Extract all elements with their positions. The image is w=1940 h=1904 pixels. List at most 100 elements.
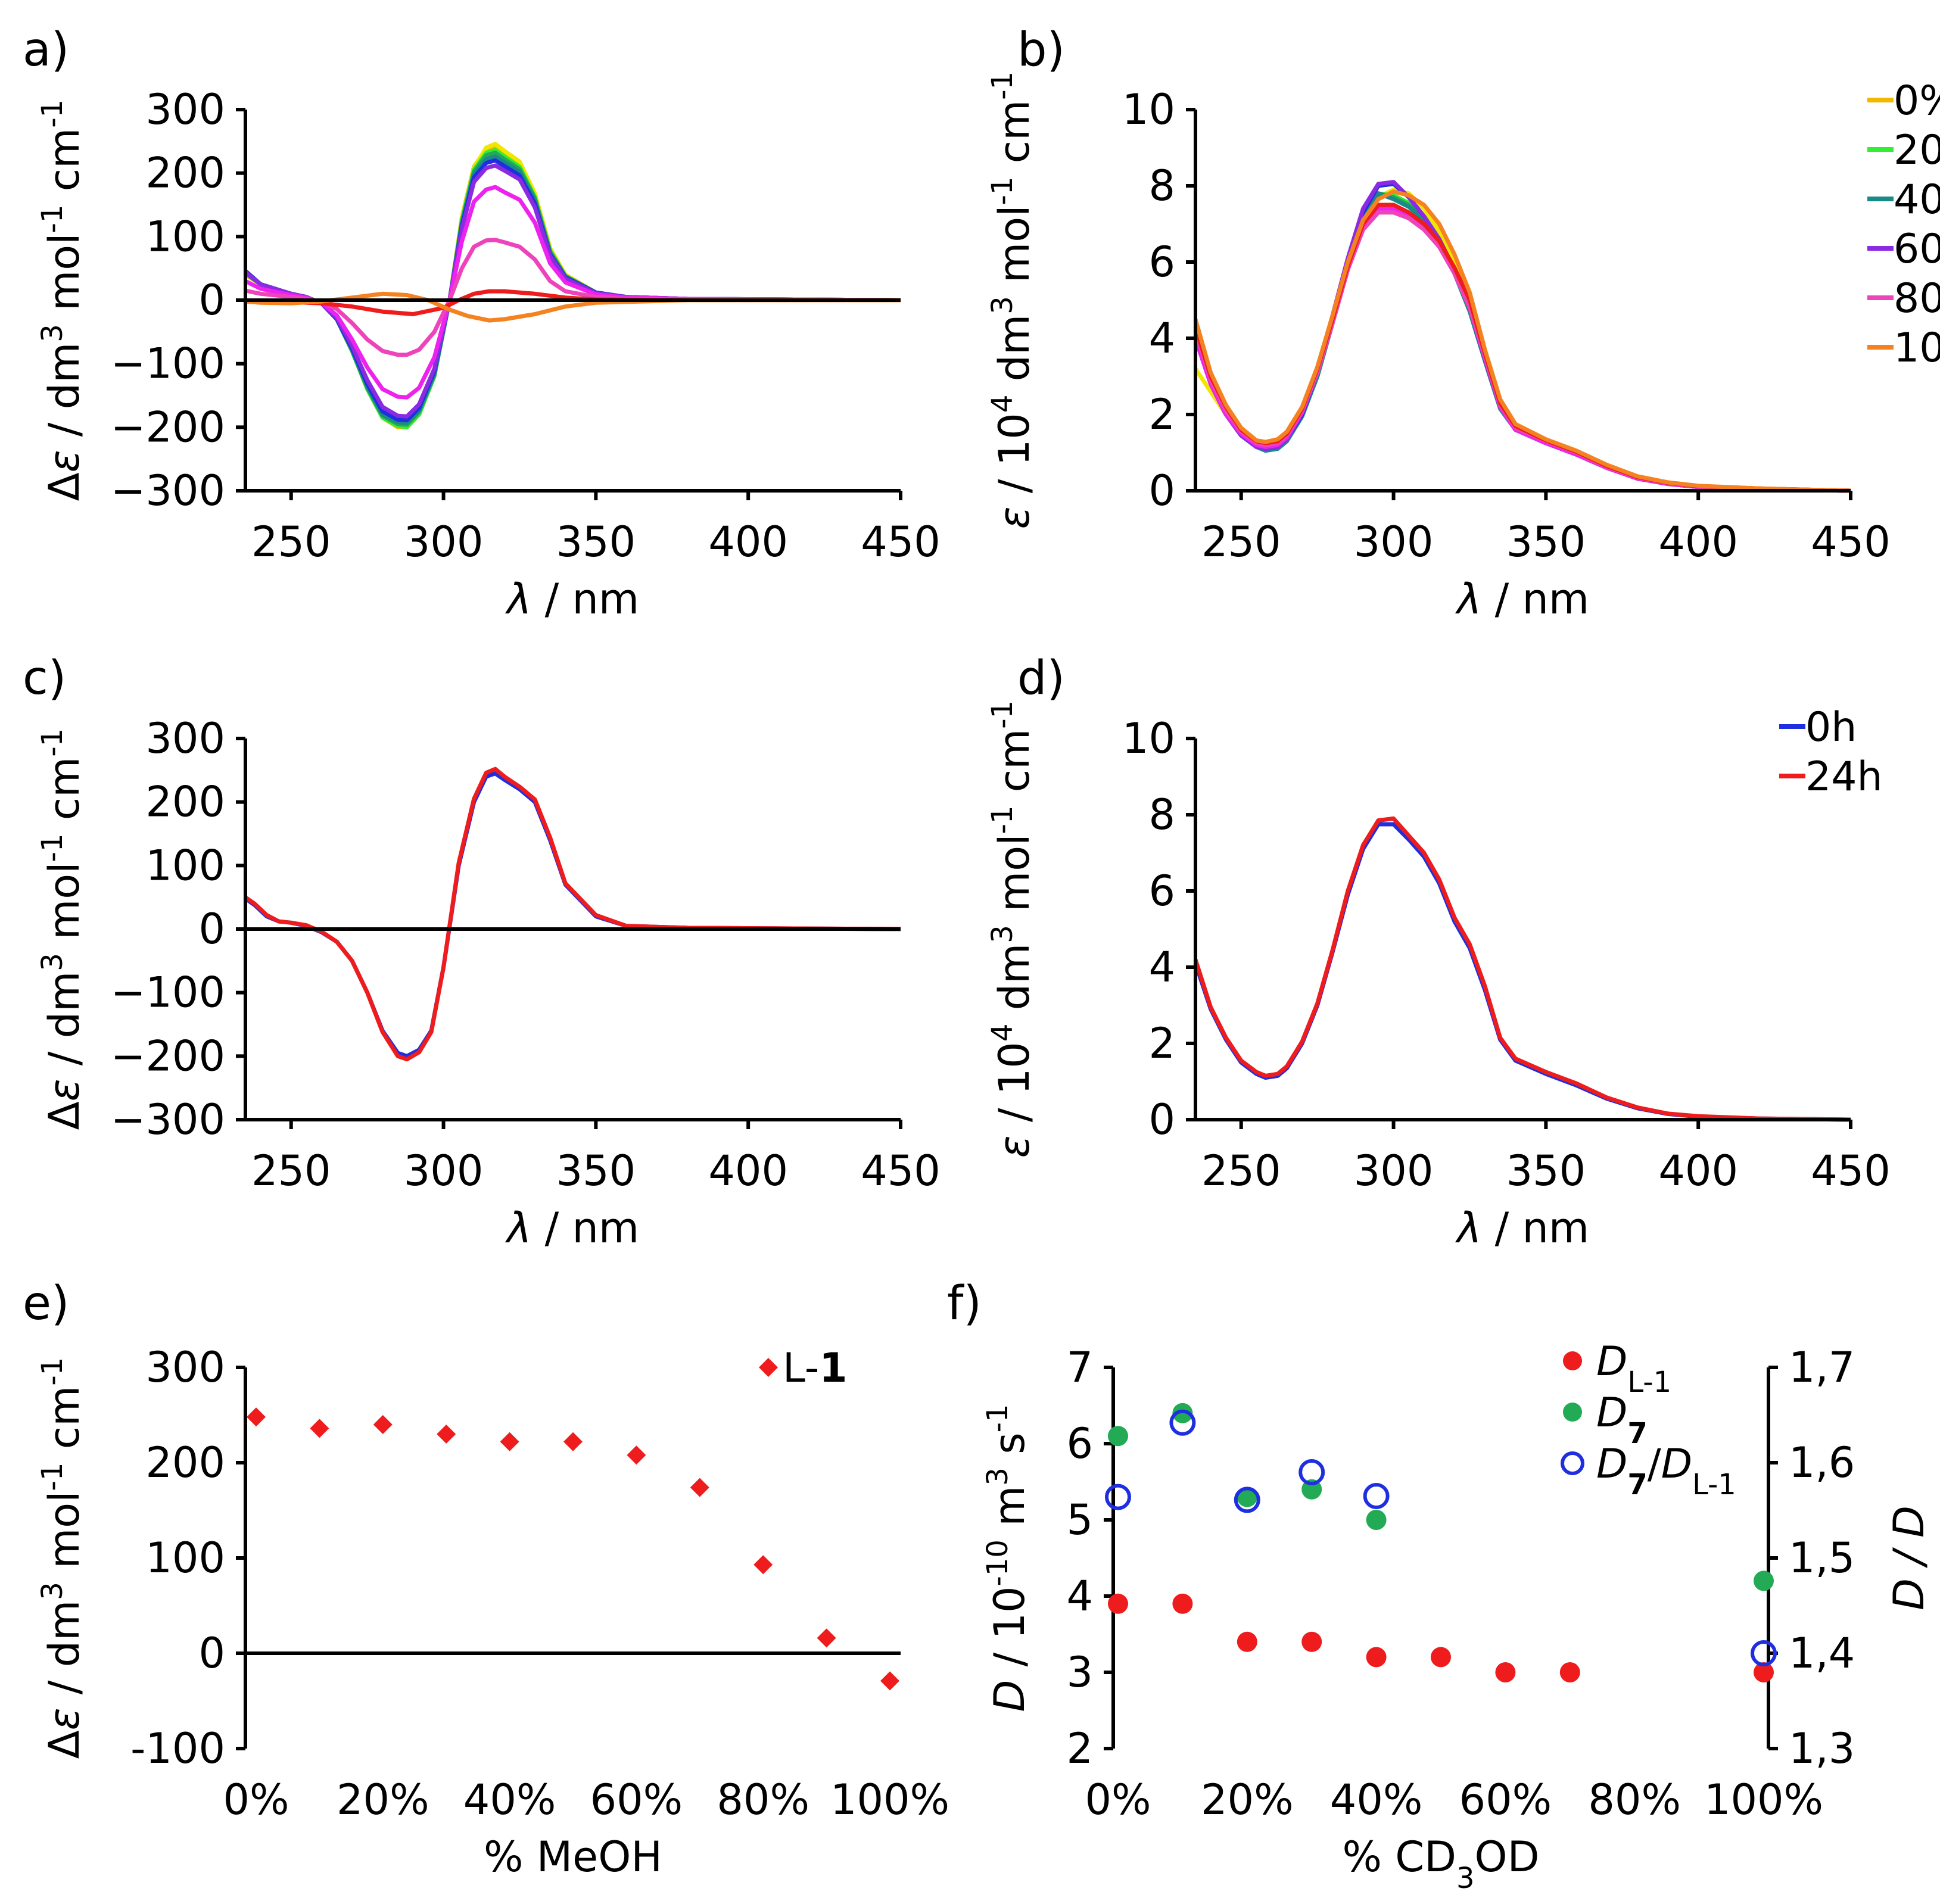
text-span: / nm [531,1204,639,1252]
data-point-D_7 [1366,1510,1387,1530]
text-span: ε [990,506,1039,529]
y-axis-label: ε / 104 dm3 mol-1 cm-1 [986,700,1039,1158]
text-span: λ [1455,1204,1481,1252]
y-axis-label: Δε / dm3 mol-1 cm-1 [36,1357,89,1759]
y-tick-label: 200 [145,778,225,827]
y2-tick-label: 1,4 [1789,1629,1855,1678]
text-span: -1 [986,700,1019,729]
y-tick-label: 4 [1066,1572,1093,1621]
text-span: cm [40,757,89,834]
legend-label: 20% [1894,127,1940,174]
y-axis-label: Δε / dm3 mol-1 cm-1 [36,99,89,501]
x-tick-label: 100% [830,1775,949,1824]
text-span: 4 [986,1024,1019,1042]
series-line-0h [1193,822,1851,1122]
data-point-diamond [753,1555,773,1575]
x-tick-label: 80% [717,1775,809,1824]
y-tick-label: 4 [1148,943,1175,992]
data-point-D_L-1 [1754,1662,1774,1682]
text-span: ε [40,1079,89,1101]
x-tick-label: 450 [1811,518,1891,566]
text-span: 3 [986,296,1019,314]
series-line-80% [1193,210,1851,493]
data-point-diamond [500,1432,519,1451]
x-tick-label: 250 [251,1146,331,1195]
x-tick-label: 80% [1588,1775,1681,1824]
text-span: / nm [1481,575,1589,624]
x-axis-label: % CD3OD [1342,1833,1539,1895]
x-tick-label: 40% [463,1775,556,1824]
x-tick-label: 20% [1201,1775,1294,1824]
x-tick-label: 0% [1085,1775,1151,1824]
data-point-D_7 [1108,1426,1128,1447]
series-line-30% [1193,191,1851,493]
x-tick-label: 300 [404,1146,484,1195]
y-tick-label: -100 [130,1724,225,1773]
data-point-D_7 [1754,1570,1774,1591]
legend-label: DL-1 [1596,1338,1671,1399]
series-line-100% [245,291,901,323]
text-span: mol [40,862,89,953]
x-tick-label: 60% [1459,1775,1552,1824]
text-span: cm [990,100,1039,177]
text-span: -1 [36,205,69,233]
y-tick-label: 6 [1148,238,1175,286]
text-span: -1 [36,728,69,757]
text-span: cm [40,1386,89,1463]
y2-tick-label: 1,6 [1789,1438,1855,1487]
x-tick-label: 400 [708,518,788,566]
y-tick-label: 300 [145,714,225,763]
x-tick-label: 350 [1506,1146,1586,1195]
series-line-0% [1193,187,1851,493]
text-span: L-1 [1627,1366,1671,1399]
text-span: 1 [819,1345,847,1392]
y-tick-label: 300 [145,85,225,134]
panel-label-c: c) [23,652,66,705]
x-tick-label: 100% [1704,1775,1823,1824]
panel-c-cd-stability: 300 200 100 0 −100 −200 −300 250 300 350 400 450 λ /… [36,714,941,1252]
series-line-50% [244,158,901,423]
text-span: -10 [981,1540,1014,1586]
x-tick-label: 450 [861,518,941,566]
text-span: mol [990,834,1039,925]
y-tick-label: −200 [111,403,225,451]
data-point-diamond [817,1628,836,1648]
text-span: 3 [36,953,69,971]
series-line-60% [1193,180,1851,493]
y-tick-label: 0 [198,276,225,325]
text-span: -1 [36,834,69,862]
text-span: / 10 [985,1586,1034,1679]
text-span: / nm [1481,1204,1589,1252]
x-tick-label: 0% [223,1775,289,1824]
text-span: ε [40,1707,89,1730]
text-span: mol [40,1491,89,1582]
text-span: -1 [986,806,1019,834]
y-tick-label: 100 [145,841,225,890]
series-line-10% [1194,187,1851,493]
series-line-40% [1193,191,1851,493]
legend-marker [1561,1451,1584,1475]
x-axis-label: λ / nm [1455,575,1589,624]
series-line-20% [244,148,901,429]
data-point-ratio [1363,1483,1390,1509]
x-tick-label: 400 [1658,1146,1738,1195]
text-span: / [1648,1441,1661,1488]
data-point-ratio [1169,1409,1196,1436]
text-span: 3 [36,324,69,342]
x-tick-label: 250 [1201,1146,1281,1195]
y-tick-label: 0 [198,1629,225,1678]
x-tick-label: 250 [251,518,331,566]
data-point-D_L-1 [1559,1662,1580,1682]
text-span: Δ [40,472,89,501]
text-span: % CD [1342,1833,1456,1881]
data-point-diamond [310,1419,329,1438]
y-tick-label: 0 [198,905,225,953]
legend-label: 40% [1894,176,1940,223]
text-span: s [985,1432,1034,1467]
text-span: D [1596,1389,1627,1436]
data-point-diamond [627,1445,646,1465]
legend-marker [759,1358,778,1377]
x-tick-label: 40% [1330,1775,1423,1824]
y-tick-label: 2 [1148,390,1175,439]
